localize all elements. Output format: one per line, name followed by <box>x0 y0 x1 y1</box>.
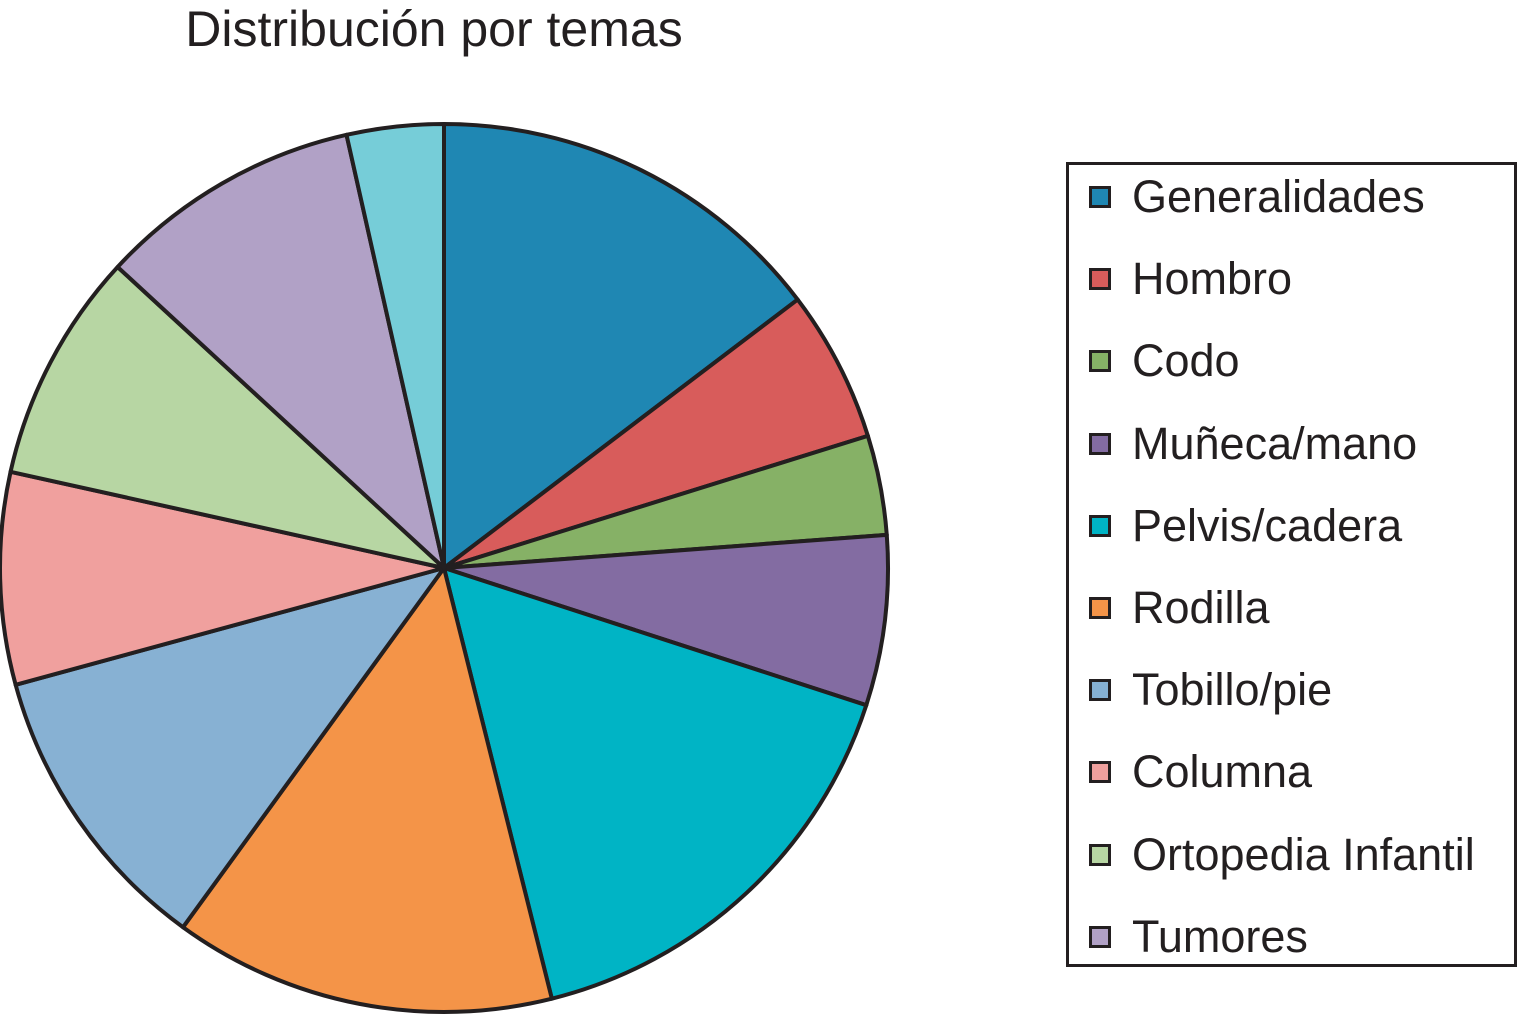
pie-slice-unlabeled <box>344 122 446 570</box>
legend-item: Generalidades <box>1089 171 1425 222</box>
legend-label: Rodilla <box>1132 582 1270 633</box>
legend-swatch <box>1089 350 1111 373</box>
legend-swatch <box>1089 761 1111 784</box>
legend-label: Tobillo/pie <box>1132 664 1333 716</box>
legend-item: Rodilla <box>1089 582 1270 633</box>
legend-label: Hombro <box>1132 253 1293 305</box>
legend-label: Muñeca/mano <box>1132 417 1418 469</box>
legend-item: Columna <box>1089 746 1313 798</box>
legend-swatch <box>1089 432 1111 455</box>
legend: Generalidades Hombro Codo Muñeca/mano Pelvis… <box>1066 162 1517 967</box>
pie-slice-rodilla <box>181 566 554 1014</box>
legend-label: Columna <box>1132 746 1313 798</box>
pie-slice-pelvis-cadera <box>442 566 869 1001</box>
legend-label: Generalidades <box>1132 171 1425 222</box>
legend-swatch <box>1089 679 1111 702</box>
legend-label: Codo <box>1132 335 1240 387</box>
legend-item: Tumores <box>1089 910 1308 962</box>
pie-slice-hombro <box>442 297 870 570</box>
legend-swatch <box>1089 268 1111 291</box>
chart-title: Distribución por temas <box>185 1 683 57</box>
legend-swatch <box>1089 514 1111 537</box>
legend-swatch <box>1089 843 1111 866</box>
legend-label: Ortopedia Infantil <box>1132 828 1475 880</box>
pie-slice-generalidades <box>442 122 800 570</box>
pie-slice-mu-eca-mano <box>442 532 890 708</box>
pie-slice-columna <box>0 469 446 687</box>
legend-swatch <box>1089 597 1111 619</box>
pie-slice-tobillo-pie <box>13 566 446 930</box>
pie-slice-ortopedia-infantil <box>8 264 446 570</box>
pie-chart <box>0 122 890 1014</box>
legend-item: Hombro <box>1089 253 1293 305</box>
legend-item: Tobillo/pie <box>1089 664 1333 716</box>
legend-item: Muñeca/mano <box>1089 417 1418 469</box>
legend-item: Ortopedia Infantil <box>1089 828 1475 880</box>
legend-swatch <box>1089 925 1111 948</box>
legend-item: Pelvis/cadera <box>1089 499 1403 551</box>
legend-swatch <box>1089 186 1111 208</box>
pie-slice-tumores <box>115 132 446 570</box>
legend-label: Pelvis/cadera <box>1132 499 1403 551</box>
legend-item: Codo <box>1089 335 1240 387</box>
legend-label: Tumores <box>1132 910 1308 962</box>
